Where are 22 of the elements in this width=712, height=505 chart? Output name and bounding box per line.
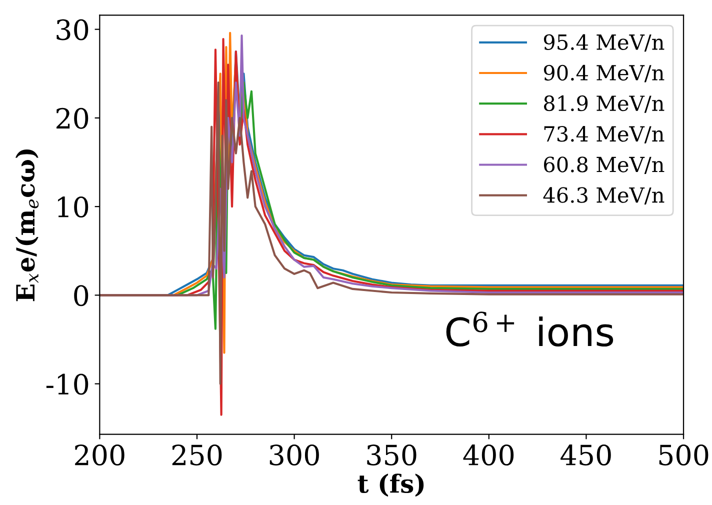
y-tick-label: 10 [58,196,88,218]
y-tick-label: 30 [56,19,88,40]
x-tick-label: 200 [75,444,124,466]
x-axis-title: t (fs) [358,474,424,497]
x-tick-label: 250 [172,444,222,466]
legend-label: 95.4 MeV/n [544,34,664,52]
legend-label: 46.3 MeV/n [543,187,664,205]
legend-label: 73.4 MeV/n [544,126,664,144]
y-tick-label: -10 [46,374,88,395]
x-tick-label: 500 [659,444,708,466]
annotation: C$^{6+}$ ions [446,312,614,347]
x-tick-label: 450 [560,444,611,466]
y-tick-label: 0 [74,285,88,306]
x-tick-label: 300 [270,444,319,466]
y-axis-title: E$_{x}$e/(m$_{e}$cω) [15,150,39,302]
line-series [100,81,684,385]
x-tick-label: 350 [367,444,416,466]
y-tick-label: 20 [56,108,88,129]
legend-label: 81.9 MeV/n [544,95,664,113]
legend-label: 90.4 MeV/n [544,64,664,82]
legend-label: 60.8 MeV/n [544,156,664,174]
x-tick-label: 400 [463,444,514,466]
